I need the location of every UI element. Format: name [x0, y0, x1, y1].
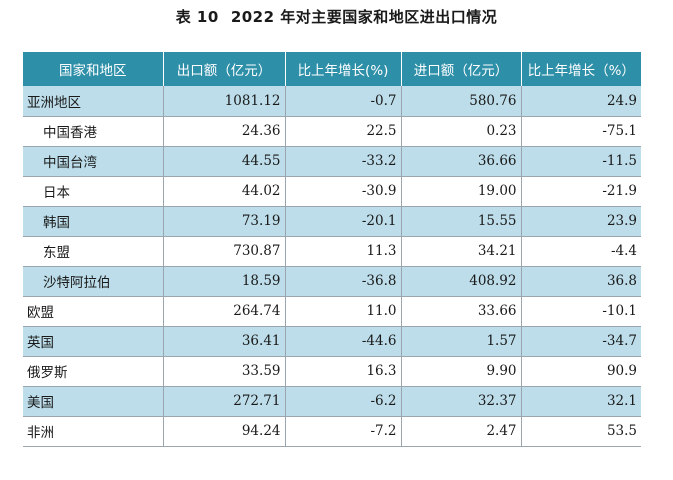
cell-import: 1.57 [401, 326, 522, 357]
cell-region: 中国香港 [23, 116, 164, 147]
cell-export: 18.59 [163, 266, 286, 297]
cell-region: 日本 [23, 176, 164, 207]
header-import: 进口额（亿元） [401, 52, 522, 86]
cell-import: 15.55 [401, 206, 522, 237]
header-export: 出口额（亿元） [163, 52, 286, 86]
cell-import: 34.21 [401, 236, 522, 267]
cell-export: 44.02 [163, 176, 286, 207]
table-caption: 2022 年对主要国家和地区进出口情况 [230, 8, 498, 26]
table-row: 欧盟 264.74 11.0 33.66 -10.1 [23, 296, 641, 327]
cell-region: 中国台湾 [23, 146, 164, 177]
cell-import-growth: -10.1 [521, 296, 641, 327]
cell-import-growth: -34.7 [521, 326, 641, 357]
cell-export-growth: -6.2 [285, 386, 402, 417]
header-region: 国家和地区 [23, 52, 164, 86]
cell-import-growth: -21.9 [521, 176, 641, 207]
table-row: 韩国 73.19 -20.1 15.55 23.9 [23, 206, 641, 237]
cell-import-growth: 90.9 [521, 356, 641, 387]
cell-export: 730.87 [163, 236, 286, 267]
cell-import: 408.92 [401, 266, 522, 297]
cell-region: 俄罗斯 [23, 356, 164, 387]
cell-region: 非洲 [23, 416, 164, 447]
cell-export-growth: -0.7 [285, 86, 402, 117]
cell-export-growth: 22.5 [285, 116, 402, 147]
table-row: 日本 44.02 -30.9 19.00 -21.9 [23, 176, 641, 207]
cell-export-growth: 11.0 [285, 296, 402, 327]
cell-export: 24.36 [163, 116, 286, 147]
cell-export-growth: -44.6 [285, 326, 402, 357]
cell-export: 264.74 [163, 296, 286, 327]
cell-export-growth: -7.2 [285, 416, 402, 447]
cell-export-growth: -36.8 [285, 266, 402, 297]
table-row: 沙特阿拉伯 18.59 -36.8 408.92 36.8 [23, 266, 641, 297]
table-body: 亚洲地区 1081.12 -0.7 580.76 24.9 中国香港 24.36 22.5 0.… [23, 86, 641, 447]
header-row: 国家和地区 出口额（亿元） 比上年增长(%) 进口额（亿元） 比上年增长（%） [23, 52, 641, 86]
cell-export: 73.19 [163, 206, 286, 237]
cell-import-growth: 24.9 [521, 86, 641, 117]
cell-export-growth: 16.3 [285, 356, 402, 387]
cell-export: 1081.12 [163, 86, 286, 117]
table-row: 东盟 730.87 11.3 34.21 -4.4 [23, 236, 641, 267]
cell-import-growth: 53.5 [521, 416, 641, 447]
cell-import-growth: 36.8 [521, 266, 641, 297]
table-row: 亚洲地区 1081.12 -0.7 580.76 24.9 [23, 86, 641, 117]
cell-region: 韩国 [23, 206, 164, 237]
cell-import-growth: -11.5 [521, 146, 641, 177]
cell-export: 36.41 [163, 326, 286, 357]
cell-import: 33.66 [401, 296, 522, 327]
cell-import: 0.23 [401, 116, 522, 147]
table-row: 非洲 94.24 -7.2 2.47 53.5 [23, 416, 641, 447]
cell-import: 32.37 [401, 386, 522, 417]
cell-export-growth: -33.2 [285, 146, 402, 177]
cell-import: 19.00 [401, 176, 522, 207]
table-row: 中国台湾 44.55 -33.2 36.66 -11.5 [23, 146, 641, 177]
table-title: 表 10 2022 年对主要国家和地区进出口情况 [0, 6, 673, 27]
cell-region: 欧盟 [23, 296, 164, 327]
cell-export: 33.59 [163, 356, 286, 387]
header-export-growth: 比上年增长(%) [285, 52, 402, 86]
cell-region: 英国 [23, 326, 164, 357]
cell-export: 272.71 [163, 386, 286, 417]
cell-import-growth: -4.4 [521, 236, 641, 267]
cell-export-growth: -20.1 [285, 206, 402, 237]
cell-import: 9.90 [401, 356, 522, 387]
cell-export-growth: 11.3 [285, 236, 402, 267]
cell-import: 580.76 [401, 86, 522, 117]
cell-region: 沙特阿拉伯 [23, 266, 164, 297]
cell-import-growth: 23.9 [521, 206, 641, 237]
table-row: 英国 36.41 -44.6 1.57 -34.7 [23, 326, 641, 357]
cell-export: 94.24 [163, 416, 286, 447]
trade-table: 国家和地区 出口额（亿元） 比上年增长(%) 进口额（亿元） 比上年增长（%） … [23, 52, 641, 447]
cell-import-growth: 32.1 [521, 386, 641, 417]
table-row: 中国香港 24.36 22.5 0.23 -75.1 [23, 116, 641, 147]
cell-region: 东盟 [23, 236, 164, 267]
cell-import: 36.66 [401, 146, 522, 177]
table-row: 俄罗斯 33.59 16.3 9.90 90.9 [23, 356, 641, 387]
table-row: 美国 272.71 -6.2 32.37 32.1 [23, 386, 641, 417]
cell-import-growth: -75.1 [521, 116, 641, 147]
cell-region: 美国 [23, 386, 164, 417]
header-import-growth: 比上年增长（%） [521, 52, 641, 86]
cell-export-growth: -30.9 [285, 176, 402, 207]
cell-export: 44.55 [163, 146, 286, 177]
cell-region: 亚洲地区 [23, 86, 164, 117]
cell-import: 2.47 [401, 416, 522, 447]
table-number: 表 10 [175, 8, 219, 26]
